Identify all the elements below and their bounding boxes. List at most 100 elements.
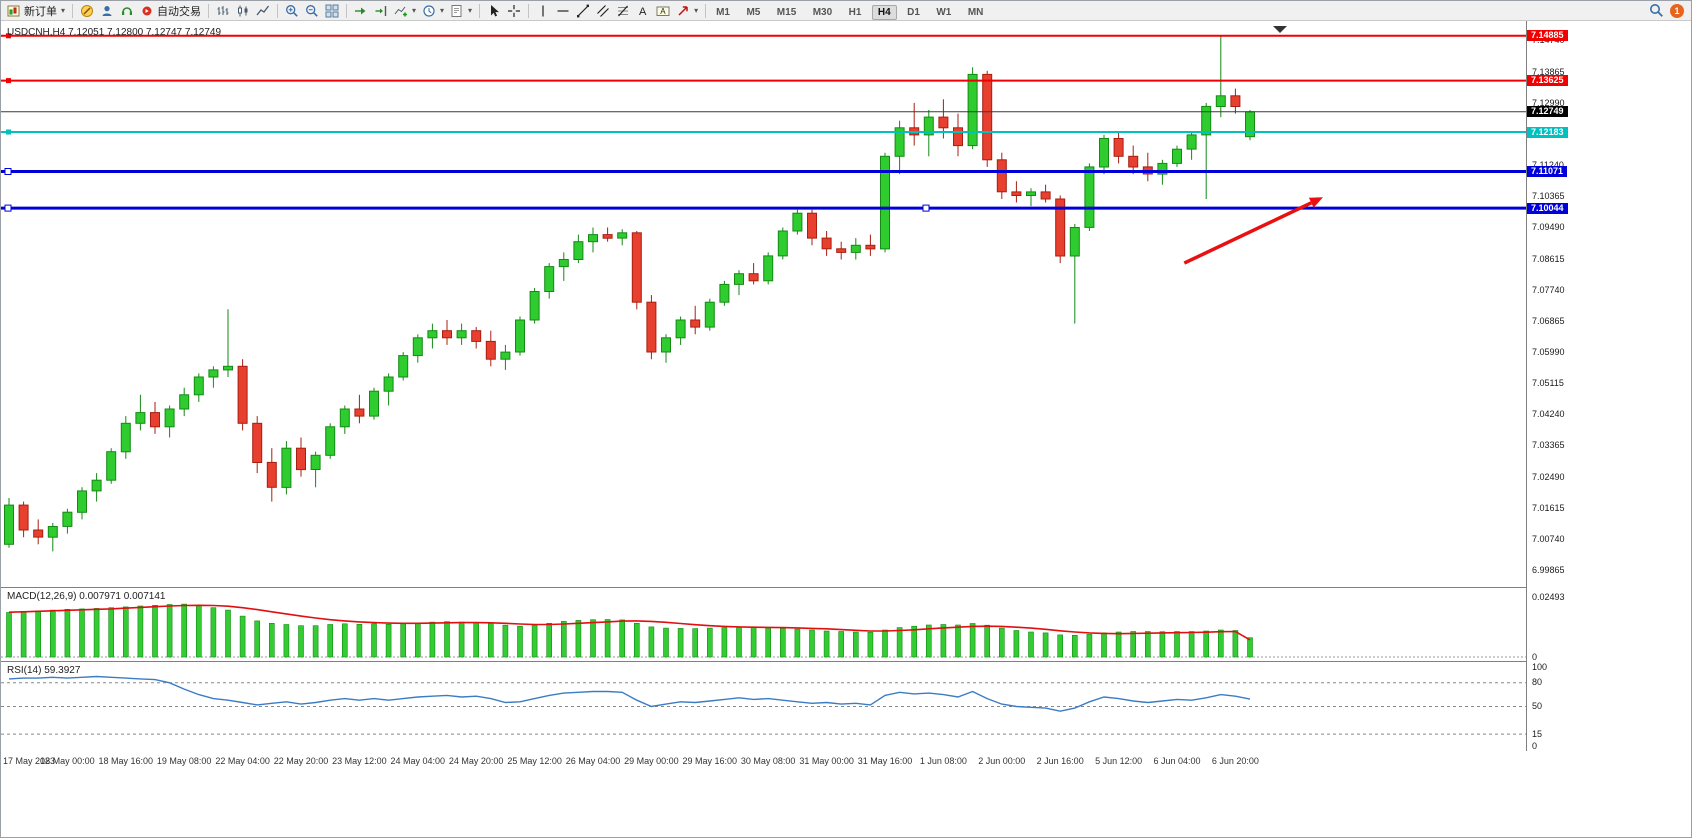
cursor-icon xyxy=(491,4,500,16)
search-icon[interactable] xyxy=(1649,3,1664,18)
timeframe-w1[interactable]: W1 xyxy=(936,6,952,18)
separator xyxy=(208,3,210,18)
timeframe-m15[interactable]: M15 xyxy=(776,6,797,18)
hline-price-label: 7.10044 xyxy=(1527,202,1568,214)
time-tick-label: 18 May 16:00 xyxy=(98,756,154,766)
candlestick-button[interactable] xyxy=(233,2,253,20)
time-tick-label: 6 Jun 04:00 xyxy=(1153,756,1201,766)
rsi-scale-tick: 50 xyxy=(1532,701,1543,711)
notification-badge[interactable]: 1 xyxy=(1670,3,1684,18)
crosshair-icon xyxy=(508,4,521,17)
timeframe-h1[interactable]: H1 xyxy=(848,6,862,18)
autotrading-button[interactable]: 自动交易 xyxy=(137,2,204,20)
macd-scale-tick: 0 xyxy=(1532,651,1538,662)
price-scale[interactable]: 7.147407.138657.129907.121157.112407.103… xyxy=(1526,21,1691,751)
cursor-button[interactable] xyxy=(484,2,504,20)
time-tick-label: 22 May 04:00 xyxy=(215,756,270,766)
rsi-value: 59.3927 xyxy=(44,665,81,676)
price-tick: 7.13865 xyxy=(1532,66,1565,77)
time-tick-label: 29 May 00:00 xyxy=(624,756,679,766)
support-button[interactable] xyxy=(117,2,137,20)
price-tick: 7.12990 xyxy=(1532,97,1565,108)
price-tick: 7.01615 xyxy=(1532,502,1565,513)
timeframe-m30[interactable]: M30 xyxy=(812,6,833,18)
time-tick-label: 26 May 04:00 xyxy=(565,756,621,766)
channel-button[interactable] xyxy=(593,2,613,20)
svg-text:A: A xyxy=(639,6,647,18)
templates-button[interactable]: ▾ xyxy=(447,2,475,20)
channel-icon xyxy=(597,4,609,17)
auto-scroll-icon xyxy=(355,7,366,14)
candles xyxy=(4,36,1255,552)
time-tick-label: 22 May 20:00 xyxy=(273,756,329,766)
price-tick: 7.05115 xyxy=(1532,378,1564,389)
line-chart-icon xyxy=(256,5,270,15)
periods-button[interactable]: ▾ xyxy=(419,2,447,20)
chart-title: USDCNH,H4 7.12051 7.12800 7.12747 7.1274… xyxy=(7,27,222,38)
hline-7.14885[interactable] xyxy=(1,33,1526,39)
clock-icon xyxy=(423,4,435,17)
hline-7.10044[interactable] xyxy=(1,204,1526,212)
text-icon: A xyxy=(639,6,647,18)
time-tick-label: 1 Jun 08:00 xyxy=(919,756,967,766)
bid-price-label: 7.12749 xyxy=(1527,106,1568,118)
price-tick: 7.03365 xyxy=(1532,440,1565,451)
trend-arrow-annotation[interactable] xyxy=(1183,197,1323,265)
vertical-line-button[interactable] xyxy=(533,2,553,20)
hline-7.12183[interactable] xyxy=(1,129,1526,135)
time-tick-label: 24 May 04:00 xyxy=(390,756,446,766)
tile-windows-button[interactable] xyxy=(322,2,342,20)
chart-shift-button[interactable] xyxy=(371,2,391,20)
price-tick: 7.10365 xyxy=(1532,191,1565,202)
horizontal-line-button[interactable] xyxy=(553,2,573,20)
hline-price-label: 7.14885 xyxy=(1527,30,1568,42)
price-tick: 7.11240 xyxy=(1532,160,1564,170)
auto-scroll-button[interactable] xyxy=(351,2,371,20)
price-tick: 7.04240 xyxy=(1532,409,1565,420)
trendline-button[interactable] xyxy=(573,2,593,20)
time-tick-label: 25 May 12:00 xyxy=(507,756,562,766)
horizontal-line-icon xyxy=(557,9,569,12)
vertical-line-icon xyxy=(542,5,544,16)
timeframe-mn[interactable]: MN xyxy=(967,6,984,18)
price-tick: 7.02490 xyxy=(1532,471,1565,482)
timeframe-h4[interactable]: H4 xyxy=(871,4,897,20)
separator xyxy=(277,3,279,18)
time-tick-label: 2 Jun 00:00 xyxy=(978,756,1026,766)
wizard-button[interactable] xyxy=(77,2,97,20)
chevron-down-icon: ▾ xyxy=(412,6,417,15)
indicators-button[interactable]: ▾ xyxy=(391,2,419,20)
timeframe-m5[interactable]: M5 xyxy=(746,6,761,18)
text-button[interactable]: A xyxy=(633,2,653,20)
timeframe-m1[interactable]: M1 xyxy=(716,6,730,18)
chart-shift-marker[interactable] xyxy=(1273,26,1287,33)
chevron-down-icon: ▾ xyxy=(468,6,473,15)
tile-windows-icon xyxy=(325,4,339,17)
timeframe-d1[interactable]: D1 xyxy=(907,6,920,18)
crosshair-button[interactable] xyxy=(504,2,524,20)
arrows-button[interactable]: ▾ xyxy=(673,2,701,20)
hline-7.11071[interactable] xyxy=(1,168,1526,175)
chevron-down-icon: ▾ xyxy=(440,6,445,15)
arrow-object-icon xyxy=(678,5,688,16)
line-chart-button[interactable] xyxy=(253,2,273,20)
hline-price-label: 7.12183 xyxy=(1527,126,1568,138)
bar-chart-button[interactable] xyxy=(213,2,233,20)
rsi-scale-tick: 0 xyxy=(1532,740,1538,751)
separator xyxy=(72,3,74,18)
compass-icon xyxy=(81,4,94,17)
time-axis[interactable]: 17 May 2023 18 May 00:00 18 May 16:00 19 Ma… xyxy=(1,751,1526,773)
fibonacci-icon xyxy=(618,5,629,16)
zoom-in-button[interactable] xyxy=(282,2,302,20)
price-tick: 7.07740 xyxy=(1532,284,1565,295)
community-button[interactable] xyxy=(97,2,117,20)
text-label-button[interactable]: A xyxy=(653,2,673,20)
fibonacci-button[interactable] xyxy=(613,2,633,20)
macd-label: MACD(12,26,9) 0.007971 0.007141 xyxy=(7,591,166,602)
hline-7.13625[interactable] xyxy=(1,78,1526,84)
new-order-button[interactable]: 新订单 ▾ xyxy=(4,2,68,20)
zoom-out-button[interactable] xyxy=(302,2,322,20)
chart-canvas[interactable] xyxy=(1,21,1526,751)
macd-signal-value: 0.007141 xyxy=(123,591,166,602)
